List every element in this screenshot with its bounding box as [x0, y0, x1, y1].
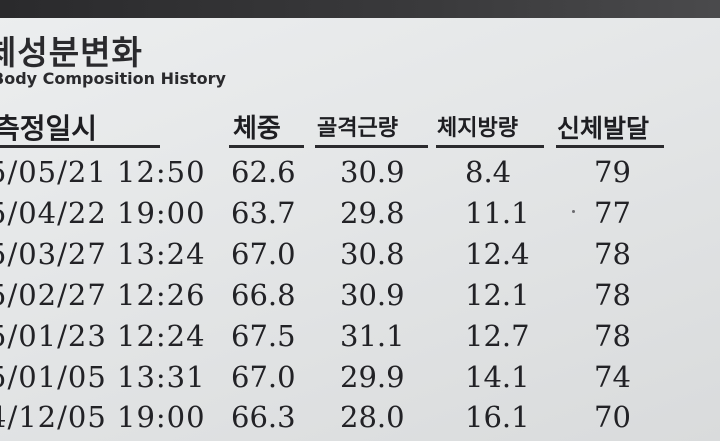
date-cell: 5/03/27 13:24 — [0, 237, 206, 271]
date-cell: 5/01/05 13:31 — [0, 360, 206, 394]
header-weight: 체중 — [233, 114, 281, 144]
fat-cell: 14.1 — [465, 360, 530, 394]
fat-cell: 16.1 — [465, 400, 530, 434]
table-row: 4/12/05 19:00 66.3 28.0 16.1 70 — [0, 397, 720, 438]
page-title: 체성분변화 — [0, 33, 143, 72]
header-fat: 체지방량 — [437, 116, 518, 141]
date-cell: 5/02/27 12:26 — [0, 278, 206, 312]
table-row: 5/05/21 12:50 62.6 30.9 8.4 79 — [0, 152, 720, 193]
page-subtitle: Body Composition History — [0, 69, 226, 88]
header-fat-underline — [436, 145, 544, 148]
date-cell: 4/12/05 19:00 — [0, 400, 206, 434]
header-date: 측정일시 — [0, 112, 98, 145]
header-muscle: 골격근량 — [317, 116, 398, 141]
muscle-cell: 30.9 — [340, 155, 405, 189]
fat-cell: 12.4 — [465, 237, 530, 271]
fat-cell: 8.4 — [465, 155, 512, 189]
date-cell: 5/05/21 12:50 — [0, 155, 206, 189]
fat-cell: 12.1 — [465, 278, 530, 312]
weight-cell: 67.5 — [231, 319, 296, 353]
header-muscle-underline — [315, 145, 428, 148]
muscle-cell: 29.9 — [340, 360, 405, 394]
table-row: 5/03/27 13:24 67.0 30.8 12.4 78 — [0, 234, 720, 275]
weight-cell: 62.6 — [231, 155, 296, 189]
fat-cell: 12.7 — [465, 319, 530, 353]
muscle-cell: 28.0 — [340, 400, 405, 434]
weight-cell: 63.7 — [231, 196, 296, 230]
weight-cell: 66.3 — [231, 400, 296, 434]
muscle-cell: 30.8 — [340, 237, 405, 271]
date-cell: 5/01/23 12:24 — [0, 319, 206, 353]
muscle-cell: 30.9 — [340, 278, 405, 312]
fat-cell: 11.1 — [465, 196, 530, 230]
score-cell: 78 — [594, 278, 631, 312]
muscle-cell: 31.1 — [340, 319, 405, 353]
weight-cell: 67.0 — [231, 360, 296, 394]
score-cell: 77 — [594, 196, 631, 230]
header-date-underline — [0, 145, 160, 148]
date-cell: 5/04/22 19:00 — [0, 196, 206, 230]
weight-cell: 66.8 — [231, 278, 296, 312]
muscle-cell: 29.8 — [340, 196, 405, 230]
paper-top-edge — [0, 0, 720, 18]
score-cell: 70 — [594, 400, 631, 434]
table-row: 5/02/27 12:26 66.8 30.9 12.1 78 — [0, 275, 720, 316]
table-row: 5/01/05 13:31 67.0 29.9 14.1 74 — [0, 357, 720, 398]
header-score: 신체발달 — [557, 114, 650, 143]
table-row: 5/01/23 12:24 67.5 31.1 12.7 78 — [0, 316, 720, 357]
score-cell: 74 — [594, 360, 631, 394]
weight-cell: 67.0 — [231, 237, 296, 271]
print-speck — [572, 210, 575, 213]
header-weight-underline — [229, 145, 304, 148]
header-score-underline — [556, 145, 664, 148]
score-cell: 78 — [594, 237, 631, 271]
table-row: 5/04/22 19:00 63.7 29.8 11.1 77 — [0, 193, 720, 234]
score-cell: 78 — [594, 319, 631, 353]
score-cell: 79 — [594, 155, 631, 189]
